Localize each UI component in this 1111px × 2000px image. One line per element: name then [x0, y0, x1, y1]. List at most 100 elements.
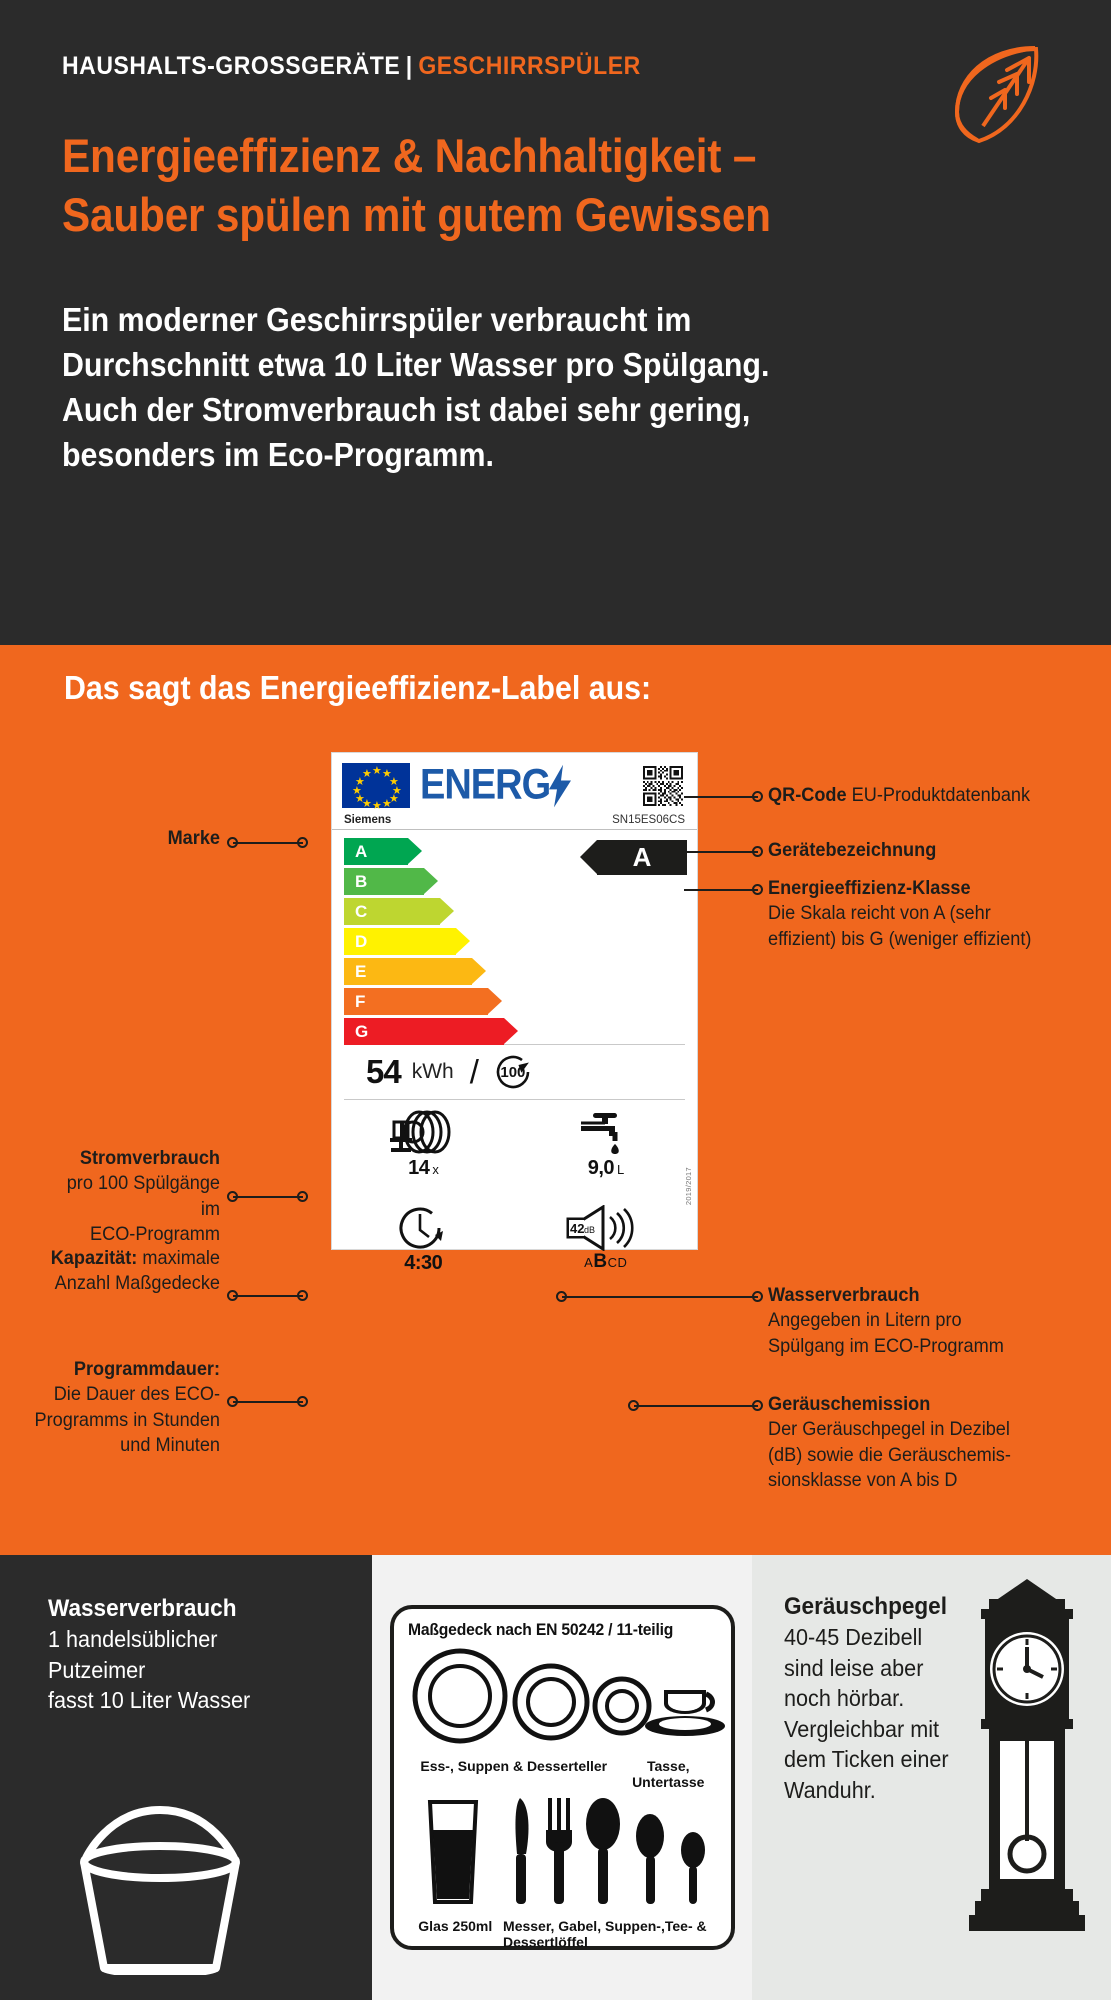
capacity-value-row: 14 x	[408, 1157, 439, 1180]
efficiency-scale: A B C D E F G A	[332, 830, 697, 1045]
leader-dot-marke-start	[227, 837, 238, 848]
callout-qr-code: QR-Code EU-Produktdatenbank	[768, 783, 1098, 808]
scale-row: E	[344, 958, 697, 985]
label-header: ★ ★ ★ ★ ★ ★ ★ ★ ★ ★ ★ ★ ENERG	[332, 753, 697, 812]
svg-text:dB: dB	[584, 1225, 595, 1235]
leader-dot-strom-end	[297, 1191, 308, 1202]
panel-geraeuschpegel: Geräuschpegel 40-45 Dezibell sind leise …	[752, 1555, 1111, 2000]
callout-energieklasse: Energieeffizienz-Klasse Die Skala reicht…	[768, 876, 1104, 952]
rated-class-badge: A	[580, 840, 687, 875]
soup-spoon-icon	[585, 1798, 620, 1905]
caption-plates: Ess-, Suppen & Desserteller	[420, 1758, 608, 1774]
capacity-value: 14	[408, 1157, 430, 1179]
scale-bar-B: B	[344, 868, 438, 895]
leader-dot-klasse	[752, 884, 763, 895]
energ-logo: ENERG	[420, 761, 572, 809]
kicker-main: HAUSHALTS-GROSSGERÄTE	[62, 52, 401, 80]
svg-text:42: 42	[570, 1221, 584, 1236]
energy-divider: /	[469, 1053, 479, 1090]
duration-cell: 4:30	[332, 1205, 515, 1300]
noise-class-prefix: A	[584, 1255, 594, 1270]
eu-energy-label-card: ★ ★ ★ ★ ★ ★ ★ ★ ★ ★ ★ ★ ENERG	[331, 752, 698, 1274]
leader-dot-qr	[752, 791, 763, 802]
clock-icon	[399, 1207, 444, 1249]
caption-glass: Glas 250ml	[418, 1918, 493, 1935]
callout-wasserverbrauch-body: Angegeben in Litern pro Spülgang im ECO-…	[768, 1308, 1004, 1357]
scale-row: D	[344, 928, 697, 955]
kicker-separator: |	[405, 52, 413, 80]
leader-line-geraet	[684, 851, 758, 853]
leader-dot-kapazitaet-start	[227, 1290, 238, 1301]
duration-value: 4:30	[404, 1252, 443, 1274]
caption-cup: Tasse, Untertasse	[632, 1758, 705, 1790]
fork-icon	[545, 1798, 572, 1905]
leader-dot-dauer-end	[297, 1396, 308, 1407]
callout-wasserverbrauch-head: Wasserverbrauch	[768, 1284, 920, 1306]
panel-massgedeck: Maßgedeck nach EN 50242 / 11-teilig	[372, 1555, 752, 2000]
leader-dot-strom-start	[227, 1191, 238, 1202]
place-setting-title: Maßgedeck nach EN 50242 / 11-teilig	[407, 1621, 673, 1639]
energy-consumption-row: 54 kWh / 100	[344, 1044, 685, 1100]
scale-bar-F: F	[344, 988, 502, 1015]
section-title: Das sagt das Energieeffizienz-Label aus:	[64, 669, 652, 706]
panel-wasser-body: 1 handelsüblicher Putzeimer fasst 10 Lit…	[48, 1626, 251, 1714]
lightning-bolt-icon	[549, 764, 572, 807]
callout-qr-label: QR-Code	[768, 784, 847, 806]
label-metrics-grid: 14 x 9,0 L	[332, 1110, 697, 1300]
leader-dot-marke-end	[297, 837, 308, 848]
leader-line-qr	[684, 796, 758, 798]
callout-programmdauer-head: Programmdauer:	[73, 1358, 220, 1380]
panel-noise-head: Geräuschpegel	[784, 1593, 948, 1620]
cycles-value: 100	[500, 1063, 526, 1081]
capacity-unit: x	[432, 1162, 439, 1177]
leader-dot-kapazitaet-end	[297, 1290, 308, 1301]
knife-icon	[514, 1798, 528, 1905]
place-setting-card: Maßgedeck nach EN 50242 / 11-teilig	[389, 1605, 735, 1950]
callout-stromverbrauch: Stromverbrauch pro 100 Spülgänge im ECO-…	[30, 1146, 220, 1248]
leader-line-wasser	[562, 1296, 758, 1298]
page-title: Energieeffizienz & Nachhaltigkeit – Saub…	[62, 129, 771, 241]
regulation-number: 2019/2017	[684, 1166, 693, 1205]
callout-geraetebezeichnung: Gerätebezeichnung	[768, 838, 1098, 863]
leader-dot-geraeusch-end	[752, 1400, 763, 1411]
callout-kapazitaet-head: Kapazität: maximale Anzahl Maßgedecke	[34, 1246, 220, 1296]
scale-row: B	[344, 868, 697, 895]
cycles-icon: 100	[491, 1050, 535, 1094]
panel-wasser-head: Wasserverbrauch	[48, 1595, 237, 1622]
leader-dot-geraeusch-start	[628, 1400, 639, 1411]
tea-spoon-icon	[635, 1814, 664, 1905]
leader-dot-wasser-end	[752, 1291, 763, 1302]
scale-row: C	[344, 898, 697, 925]
panel-noise-body: 40-45 Dezibell sind leise aber noch hörb…	[784, 1624, 949, 1803]
leader-line-geraeusch	[634, 1405, 758, 1407]
eu-flag-icon: ★ ★ ★ ★ ★ ★ ★ ★ ★ ★ ★ ★	[342, 763, 410, 812]
callout-energieklasse-head: Energieeffizienz-Klasse	[768, 877, 971, 899]
callout-geraeuschemission-head: Geräuschemission	[768, 1393, 931, 1415]
kicker-category: GESCHIRRSPÜLER	[418, 52, 641, 80]
callout-marke: Marke	[40, 826, 220, 851]
glass-icon	[427, 1800, 478, 1905]
hero-section: HAUSHALTS-GROSSGERÄTE | GESCHIRRSPÜLER Ene…	[0, 0, 1111, 645]
leaf-icon	[954, 46, 1039, 144]
scale-bar-E: E	[344, 958, 486, 985]
bottom-panels: Wasserverbrauch 1 handelsüblicher Putzei…	[0, 1555, 1111, 2000]
scale-bar-G: G	[344, 1018, 518, 1045]
brand-name: Siemens	[344, 814, 392, 826]
callout-marke-head: Marke	[167, 827, 220, 849]
callout-geraeuschemission: Geräuschemission Der Geräuschpegel in De…	[768, 1392, 1104, 1494]
noise-cell: 42 dB ABCD	[515, 1205, 698, 1300]
soup-plate-icon	[512, 1663, 589, 1741]
callout-stromverbrauch-body: pro 100 Spülgänge im ECO-Programm	[66, 1171, 220, 1246]
scale-bar-A: A	[344, 838, 422, 865]
noise-class-suffix: CD	[607, 1255, 628, 1270]
scale-row: A	[344, 838, 697, 865]
dessert-plate-icon	[592, 1676, 651, 1736]
leader-line-strom	[233, 1196, 303, 1198]
callout-wasserverbrauch: Wasserverbrauch Angegeben in Litern pro …	[768, 1283, 1104, 1359]
noise-class-value: B	[593, 1251, 608, 1272]
leader-line-dauer	[233, 1401, 303, 1403]
tap-drop-icon	[580, 1113, 619, 1154]
scale-bar-C: C	[344, 898, 454, 925]
grandfather-clock-icon	[969, 1579, 1085, 1931]
